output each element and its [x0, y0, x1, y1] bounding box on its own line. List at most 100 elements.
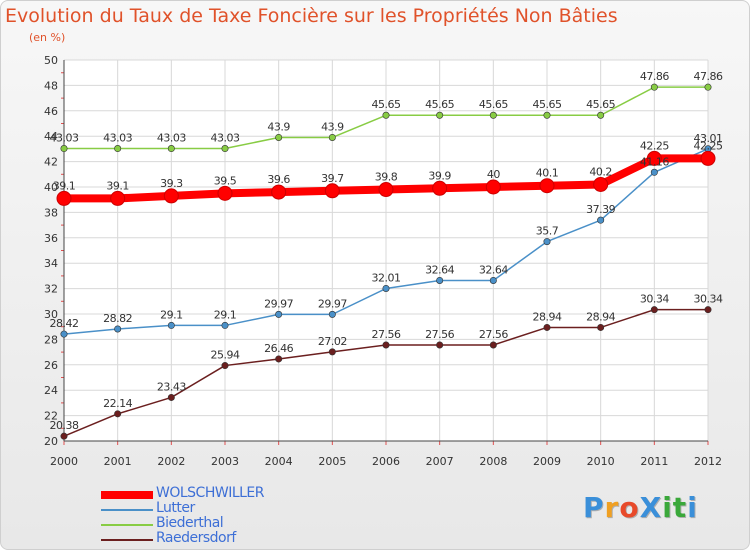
data-point-biederthal	[275, 133, 283, 141]
x-tick-label: 2001	[104, 455, 132, 468]
data-label-raedersdorf: 22.14	[103, 397, 132, 410]
data-label-biederthal: 45.65	[425, 98, 454, 111]
legend-label: Lutter	[156, 500, 195, 516]
data-label-lutter: 29.97	[318, 297, 347, 310]
data-point-wolschwiller	[217, 185, 233, 201]
data-labels: 43.03 43.03 43.03 43.03 43.9 43.9 45.65 45.65 45…	[50, 70, 724, 432]
data-point-biederthal	[114, 145, 122, 153]
data-point-raedersdorf	[60, 432, 68, 440]
y-tick-label: 38	[44, 206, 58, 219]
x-tick-label: 2008	[479, 455, 507, 468]
data-point-wolschwiller	[271, 184, 287, 200]
data-label-wolschwiller: 39.5	[214, 174, 237, 187]
x-tick-label: 2006	[372, 455, 400, 468]
data-point-lutter	[436, 276, 444, 284]
data-point-raedersdorf	[382, 341, 390, 349]
x-tick-label: 2010	[587, 455, 615, 468]
y-tick-label: 46	[44, 105, 58, 118]
data-point-lutter	[650, 168, 658, 176]
data-label-lutter: 43.01	[694, 132, 723, 145]
legend: WOLSCHWILLER Lutter Biederthal Raedersdorf	[101, 485, 321, 547]
data-point-raedersdorf	[114, 410, 122, 418]
data-point-wolschwiller	[432, 180, 448, 196]
legend-item: Raedersdorf	[101, 530, 321, 547]
data-label-wolschwiller: 39.8	[375, 171, 398, 184]
data-point-lutter	[167, 321, 175, 329]
x-tick-label: 2007	[426, 455, 454, 468]
data-label-wolschwiller: 39.1	[53, 179, 76, 192]
data-label-biederthal: 43.9	[321, 120, 344, 133]
data-point-wolschwiller	[646, 150, 662, 166]
data-label-raedersdorf: 28.94	[586, 310, 615, 323]
logo-letter: t	[672, 491, 688, 524]
data-label-raedersdorf: 23.43	[157, 380, 186, 393]
data-label-wolschwiller: 39.9	[428, 169, 451, 182]
legend-swatch	[101, 539, 153, 541]
data-point-lutter	[60, 330, 68, 338]
y-tick-label: 28	[44, 333, 58, 346]
legend-swatch	[101, 509, 153, 511]
data-label-biederthal: 43.03	[157, 132, 186, 145]
data-label-wolschwiller: 42.25	[694, 139, 723, 152]
data-point-wolschwiller	[163, 188, 179, 204]
data-label-lutter: 28.42	[50, 317, 79, 330]
data-label-wolschwiller: 39.1	[106, 179, 129, 192]
data-label-lutter: 35.7	[536, 225, 559, 238]
data-point-raedersdorf	[328, 348, 336, 356]
y-tick-label: 40	[44, 181, 58, 194]
data-point-wolschwiller	[593, 176, 609, 192]
data-label-lutter: 29.1	[214, 308, 237, 321]
data-point-biederthal	[543, 111, 551, 119]
data-label-wolschwiller: 40.2	[589, 165, 612, 178]
data-point-raedersdorf	[221, 362, 229, 370]
proxiti-logo: ProXiti	[583, 491, 698, 524]
logo-letter: o	[619, 491, 640, 524]
data-point-wolschwiller	[539, 178, 555, 194]
data-label-lutter: 41.16	[640, 155, 669, 168]
data-point-wolschwiller	[56, 190, 72, 206]
data-label-raedersdorf: 27.02	[318, 335, 347, 348]
data-point-lutter	[597, 216, 605, 224]
data-point-biederthal	[650, 83, 658, 91]
data-label-raedersdorf: 30.34	[694, 293, 723, 306]
x-tick-label: 2004	[265, 455, 293, 468]
data-point-biederthal	[382, 111, 390, 119]
data-label-lutter: 29.97	[264, 297, 293, 310]
data-point-biederthal	[436, 111, 444, 119]
data-point-lutter	[328, 310, 336, 318]
legend-item: WOLSCHWILLER	[101, 485, 321, 502]
data-point-lutter	[489, 276, 497, 284]
data-point-raedersdorf	[704, 306, 712, 314]
data-label-raedersdorf: 27.56	[479, 328, 508, 341]
data-point-raedersdorf	[597, 323, 605, 331]
logo-letter: i	[662, 491, 673, 524]
data-point-lutter	[543, 238, 551, 246]
data-label-wolschwiller: 40	[487, 168, 500, 181]
data-label-biederthal: 43.03	[50, 132, 79, 145]
chart-subtitle: (en %)	[29, 31, 66, 44]
data-point-wolschwiller	[700, 150, 716, 166]
data-point-wolschwiller	[324, 183, 340, 199]
x-tick-label: 2000	[50, 455, 78, 468]
y-tick-label: 48	[44, 79, 58, 92]
data-label-biederthal: 45.65	[586, 98, 615, 111]
y-tick-label: 20	[44, 435, 58, 448]
y-tick-label: 30	[44, 308, 58, 321]
chart-title: Evolution du Taux de Taxe Foncière sur l…	[5, 5, 618, 27]
data-point-biederthal	[328, 133, 336, 141]
x-tick-label: 2003	[211, 455, 239, 468]
data-point-lutter	[275, 310, 283, 318]
data-point-raedersdorf	[543, 323, 551, 331]
data-label-raedersdorf: 20.38	[50, 419, 79, 432]
data-label-lutter: 32.64	[479, 263, 508, 276]
data-label-biederthal: 45.65	[372, 98, 401, 111]
data-label-raedersdorf: 28.94	[533, 310, 562, 323]
data-point-biederthal	[60, 145, 68, 153]
legend-label: Raedersdorf	[156, 530, 236, 546]
data-point-biederthal	[597, 111, 605, 119]
data-label-biederthal: 43.03	[211, 132, 240, 145]
data-point-raedersdorf	[489, 341, 497, 349]
y-tick-label: 32	[44, 283, 58, 296]
data-label-wolschwiller: 39.3	[160, 177, 183, 190]
